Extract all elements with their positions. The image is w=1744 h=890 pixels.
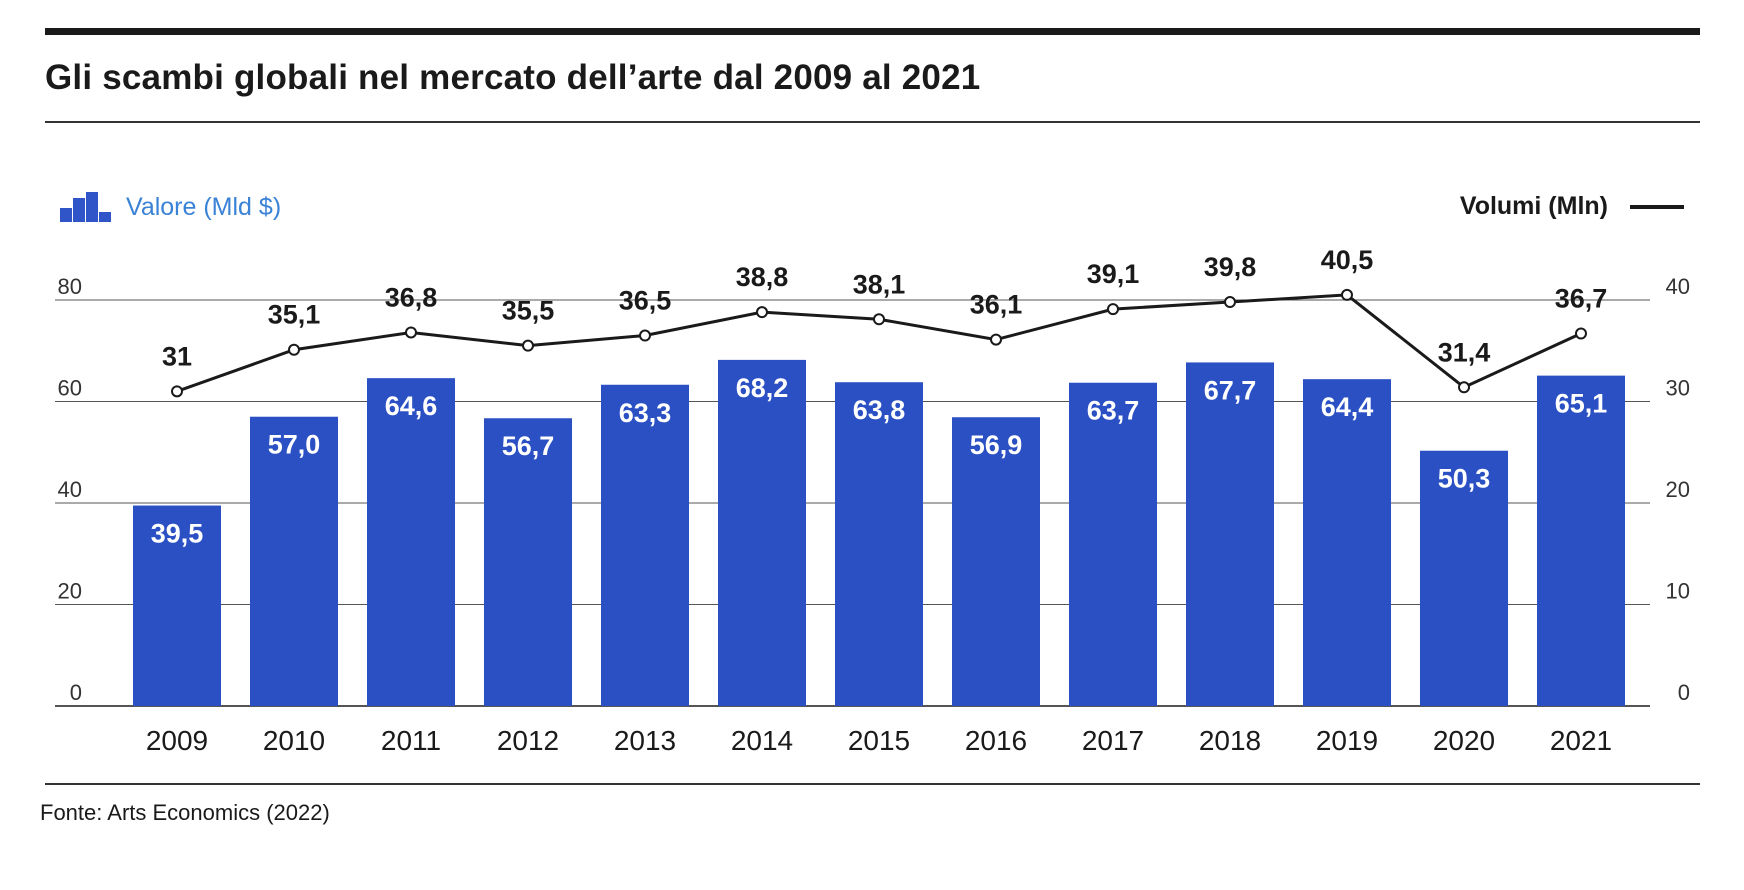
line-point: [1224, 296, 1236, 309]
bar: [1303, 379, 1391, 706]
bar: [484, 418, 572, 706]
line-point: [873, 313, 885, 326]
line-value-label: 31,4: [1438, 337, 1491, 367]
top-rule: [45, 28, 1700, 35]
bar-value-label: 56,9: [970, 430, 1023, 460]
line-point: [639, 329, 651, 342]
line-point: [756, 306, 768, 319]
bar-value-label: 63,8: [853, 395, 906, 425]
x-tick-label: 2015: [848, 725, 910, 756]
bar-value-label: 68,2: [736, 373, 789, 403]
line-value-label: 35,5: [502, 296, 555, 326]
bar: [1420, 450, 1508, 706]
bar: [718, 359, 806, 706]
line-point: [1458, 381, 1470, 394]
line-value-label: 40,5: [1321, 245, 1374, 275]
line-swatch-icon: [1630, 204, 1684, 209]
source-note: Fonte: Arts Economics (2022): [40, 800, 330, 825]
bar-value-label: 63,7: [1087, 396, 1140, 426]
y-left-tick-label: 0: [70, 680, 82, 705]
y-left-tick-label: 60: [58, 376, 82, 401]
bar: [952, 417, 1040, 706]
x-tick-label: 2018: [1199, 725, 1261, 756]
line-value-label: 39,8: [1204, 252, 1257, 282]
bar-value-label: 56,7: [502, 431, 555, 461]
y-right-tick-label: 40: [1666, 274, 1690, 299]
line-point: [1341, 288, 1353, 301]
x-tick-label: 2017: [1082, 725, 1144, 756]
bottom-rule: [45, 783, 1700, 785]
line-value-label: 38,8: [736, 262, 789, 292]
title-rule: [45, 121, 1700, 123]
x-tick-label: 2016: [965, 725, 1027, 756]
legend-line-label: Volumi (Mln): [1459, 192, 1608, 220]
x-tick-label: 2014: [731, 725, 793, 756]
bar-value-label: 65,1: [1555, 389, 1608, 419]
x-tick-label: 2012: [497, 725, 559, 756]
line-point: [1575, 327, 1587, 340]
line-point: [1107, 303, 1119, 316]
bar-value-label: 63,3: [619, 398, 672, 428]
bar-value-label: 57,0: [268, 430, 321, 460]
x-tick-label: 2013: [614, 725, 676, 756]
x-tick-label: 2021: [1550, 725, 1612, 756]
line-point: [522, 339, 534, 352]
bar: [1069, 382, 1157, 706]
line-point: [405, 326, 417, 339]
line-value-label: 39,1: [1087, 259, 1140, 289]
bar: [835, 382, 923, 706]
bar: [133, 505, 221, 706]
bar-value-label: 64,4: [1321, 392, 1374, 422]
bar-value-label: 39,5: [151, 519, 204, 549]
line-value-label: 36,5: [619, 286, 672, 316]
line-value-label: 31: [162, 341, 192, 371]
y-left-tick-label: 20: [58, 579, 82, 604]
chart-title: Gli scambi globali nel mercato dell’arte…: [45, 58, 981, 97]
bar: [601, 384, 689, 706]
bar-value-label: 67,7: [1204, 375, 1257, 405]
legend-bars: Valore (Mld $): [60, 192, 281, 222]
y-left-tick-label: 40: [58, 477, 82, 502]
line-value-label: 36,8: [385, 282, 438, 312]
x-tick-label: 2011: [381, 725, 441, 756]
line-value-label: 36,7: [1555, 283, 1608, 313]
y-right-tick-label: 20: [1666, 477, 1690, 502]
bar: [1186, 362, 1274, 706]
x-tick-label: 2010: [263, 725, 325, 756]
bar-value-label: 64,6: [385, 391, 438, 421]
legend-line: Volumi (Mln): [1460, 192, 1684, 221]
line-value-label: 35,1: [268, 300, 321, 330]
bar: [367, 378, 455, 706]
bar: [1537, 375, 1625, 706]
line-point: [990, 333, 1002, 346]
line-value-label: 38,1: [853, 269, 906, 299]
x-tick-label: 2009: [146, 725, 208, 756]
bar-value-label: 50,3: [1438, 464, 1491, 494]
line-point: [171, 385, 183, 398]
y-right-tick-label: 0: [1678, 680, 1690, 705]
y-left-tick-label: 80: [58, 274, 82, 299]
x-tick-label: 2020: [1433, 725, 1495, 756]
legend-bars-label: Valore (Mld $): [126, 192, 282, 221]
line-value-label: 36,1: [970, 290, 1023, 320]
line-point: [288, 343, 300, 356]
bar-chart-icon: [60, 192, 112, 222]
y-right-tick-label: 10: [1666, 579, 1690, 604]
y-right-tick-label: 30: [1666, 376, 1690, 401]
bar: [250, 416, 338, 706]
x-tick-label: 2019: [1316, 725, 1378, 756]
